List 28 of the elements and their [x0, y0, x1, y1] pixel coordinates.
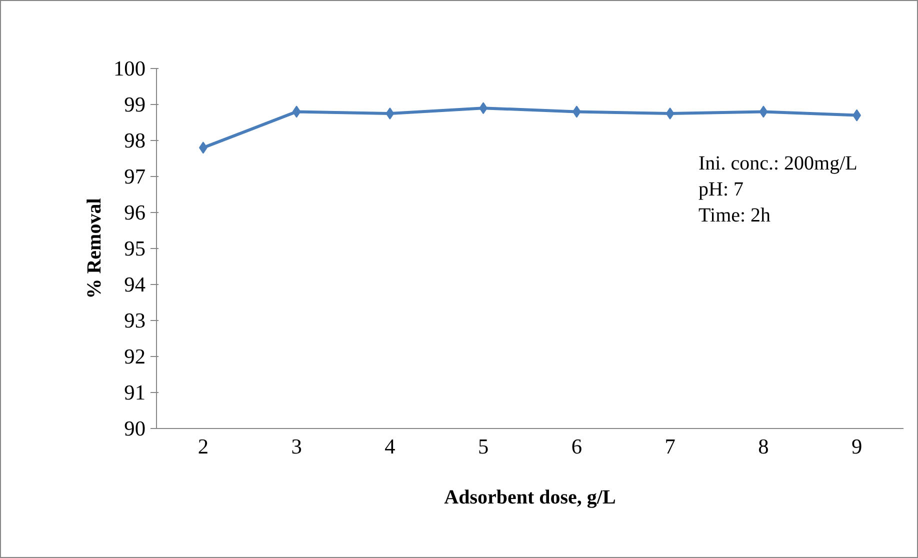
y-tick-label: 93 — [124, 308, 146, 332]
point — [292, 106, 301, 118]
annotation: Time: 2h — [698, 204, 771, 226]
x-tick-label: 9 — [851, 434, 862, 458]
y-tick-label: 91 — [124, 380, 146, 404]
y-tick-label: 99 — [124, 92, 146, 116]
y-tick-label: 96 — [124, 200, 146, 224]
x-tick-label: 6 — [571, 434, 582, 458]
y-tick-label: 94 — [124, 272, 146, 296]
point — [759, 106, 768, 118]
x-tick-label: 4 — [384, 434, 396, 458]
y-axis-title: % Removal — [84, 198, 106, 299]
x-tick-label: 5 — [478, 434, 489, 458]
annotation: pH: 7 — [698, 178, 744, 200]
y-tick-label: 97 — [124, 164, 146, 188]
x-tick-label: 2 — [198, 434, 209, 458]
x-tick-label: 8 — [758, 434, 769, 458]
x-tick-label: 3 — [291, 434, 302, 458]
y-tick-label: 95 — [124, 236, 146, 260]
annotation: Ini. conc.: 200mg/L — [698, 152, 858, 174]
y-tick-label: 90 — [124, 416, 146, 440]
point — [666, 108, 674, 120]
y-tick-label: 98 — [124, 128, 146, 152]
x-axis-title: Adsorbent dose, g/L — [444, 486, 616, 508]
x-tick-label: 7 — [664, 434, 676, 458]
point — [386, 108, 394, 120]
y-tick-label: 100 — [114, 56, 146, 80]
y-tick-label: 92 — [124, 344, 146, 368]
